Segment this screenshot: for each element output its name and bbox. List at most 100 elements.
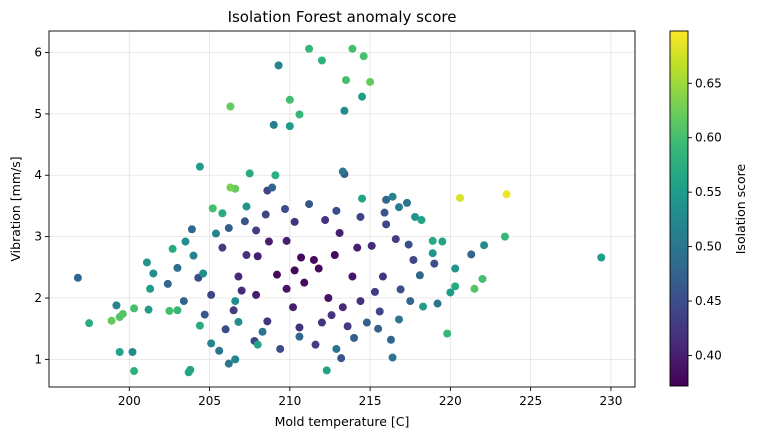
data-point <box>403 198 412 207</box>
data-point <box>338 167 347 176</box>
data-point <box>305 200 314 209</box>
data-point <box>258 327 267 336</box>
x-tick-label: 200 <box>118 394 141 408</box>
data-point <box>85 319 94 328</box>
data-point <box>165 306 174 315</box>
data-point <box>451 282 460 291</box>
data-point <box>359 52 368 61</box>
data-point <box>478 274 487 283</box>
data-point <box>428 249 437 258</box>
data-point <box>297 253 306 262</box>
x-tick-label: 220 <box>439 394 462 408</box>
data-point <box>366 77 375 86</box>
data-point <box>181 237 190 246</box>
data-point <box>358 92 367 101</box>
data-point <box>207 339 216 348</box>
data-point <box>295 110 304 119</box>
data-point <box>268 183 277 192</box>
data-point <box>144 305 153 314</box>
x-axis-ticks: 200 205 210 215 220 225 230 <box>118 387 622 408</box>
data-point <box>500 232 509 241</box>
data-point <box>382 220 391 229</box>
data-point <box>332 344 341 353</box>
colorbar-ticks: 0.40 0.45 0.50 0.55 0.60 0.65 <box>688 76 722 363</box>
data-point <box>295 332 304 341</box>
colorbar-frame <box>669 30 689 387</box>
data-point <box>261 210 270 219</box>
data-point <box>305 44 314 53</box>
data-point <box>409 255 418 264</box>
data-point <box>443 329 452 338</box>
data-point <box>253 252 262 261</box>
data-point <box>149 269 158 278</box>
data-point <box>199 269 208 278</box>
grid-lines <box>49 31 635 387</box>
data-point <box>330 251 339 260</box>
y-tick-label: 2 <box>34 291 42 305</box>
data-point <box>394 203 403 212</box>
y-tick-label: 5 <box>34 107 42 121</box>
data-point <box>348 44 357 53</box>
data-point <box>391 235 400 244</box>
data-point <box>269 120 278 129</box>
data-point <box>480 241 489 250</box>
data-point <box>353 243 362 252</box>
data-point <box>195 321 204 330</box>
colorbar <box>670 31 688 386</box>
data-point <box>289 303 298 312</box>
data-point <box>240 217 249 226</box>
data-point <box>221 325 230 334</box>
data-point <box>446 288 455 297</box>
data-point <box>274 61 283 70</box>
data-point <box>358 194 367 203</box>
data-point <box>189 251 198 260</box>
data-point <box>451 264 460 273</box>
data-point <box>264 237 273 246</box>
data-point <box>179 297 188 306</box>
x-tick-label: 205 <box>198 394 221 408</box>
data-point <box>173 263 182 272</box>
data-point <box>348 272 357 281</box>
data-point <box>263 317 272 326</box>
data-point <box>290 266 299 275</box>
data-point <box>337 354 346 363</box>
data-point <box>338 303 347 312</box>
data-point <box>115 348 124 357</box>
data-point <box>285 122 294 131</box>
data-point <box>252 290 261 299</box>
data-point <box>237 286 246 295</box>
data-point <box>107 316 116 325</box>
data-point <box>378 272 387 281</box>
data-point <box>356 212 365 221</box>
data-point <box>332 206 341 215</box>
data-point <box>374 324 383 333</box>
data-point <box>309 255 318 264</box>
colorbar-label: Isolation score <box>733 163 748 254</box>
data-point <box>404 240 413 249</box>
y-axis-ticks: 1 2 3 4 5 6 <box>34 45 49 366</box>
data-point <box>252 226 261 235</box>
data-point <box>173 306 182 315</box>
data-point <box>411 212 420 221</box>
data-point <box>163 279 172 288</box>
data-point <box>187 225 196 234</box>
data-point <box>342 76 351 85</box>
data-point <box>73 273 82 282</box>
colorbar-tick-label: 0.45 <box>695 294 722 308</box>
x-tick-label: 230 <box>599 394 622 408</box>
data-point <box>130 304 139 313</box>
data-point <box>272 270 281 279</box>
data-point <box>380 208 389 217</box>
data-point <box>229 306 238 315</box>
data-point <box>324 294 333 302</box>
data-point <box>340 106 349 115</box>
data-point <box>276 344 285 353</box>
data-point <box>281 205 290 213</box>
data-point <box>282 284 291 293</box>
data-point <box>311 340 320 349</box>
data-point <box>285 95 294 104</box>
data-point <box>130 367 139 376</box>
plot-frame <box>48 30 636 388</box>
x-axis-label: Mold temperature [C] <box>275 414 410 429</box>
